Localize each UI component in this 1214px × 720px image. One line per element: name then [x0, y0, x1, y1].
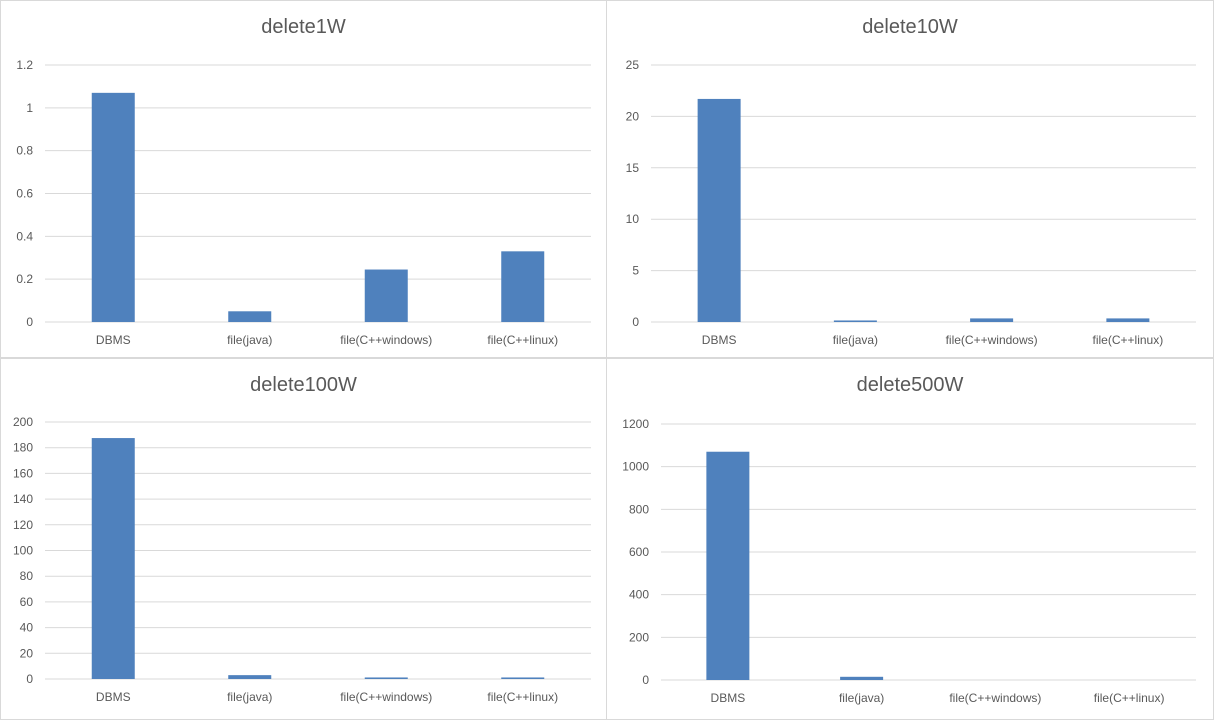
y-tick-label: 0 [26, 672, 33, 686]
x-tick-label: file(C++windows) [340, 333, 432, 347]
bar-dbms [706, 451, 750, 680]
y-tick-label: 140 [13, 492, 33, 506]
x-tick-label: file(C++windows) [946, 333, 1038, 347]
y-tick-label: 200 [629, 630, 649, 644]
bar-file-c-windows- [364, 269, 408, 322]
x-tick-label: file(C++linux) [1094, 691, 1165, 705]
y-tick-label: 0.8 [16, 144, 33, 158]
bar-file-java- [228, 675, 272, 679]
bar-file-c-linux- [501, 677, 545, 679]
x-tick-label: file(C++windows) [949, 691, 1041, 705]
bar-file-java- [833, 320, 877, 322]
bar-file-c-windows- [970, 318, 1014, 322]
y-tick-label: 0.4 [16, 229, 33, 243]
bar-file-c-linux- [1106, 318, 1150, 322]
x-tick-label: file(java) [839, 691, 884, 705]
y-tick-label: 600 [629, 545, 649, 559]
chart-title: delete100W [250, 374, 357, 396]
y-tick-label: 160 [13, 466, 33, 480]
bar-file-c-linux- [501, 251, 545, 322]
chart-panel-delete500w: delete500W 0 200 400 600 800 1000 1200 DBMS file… [606, 358, 1214, 720]
bar-chart-delete100w: 0 20 40 60 80 100 120 140 160 180 200 DBMS file(java… [13, 415, 591, 704]
x-tick-label: DBMS [702, 333, 737, 347]
chart-title: delete10W [862, 16, 958, 38]
chart-panel-delete100w: delete100W 0 20 40 60 80 100 120 140 160 180 200 DB… [0, 358, 607, 720]
bar-chart-delete10w: 0 5 10 15 20 25 DBMS file(java) file(C++windows)… [626, 58, 1196, 347]
y-tick-label: 0 [642, 673, 649, 687]
y-tick-label: 10 [626, 212, 640, 226]
y-tick-label: 80 [20, 569, 34, 583]
bar-file-java- [228, 311, 272, 322]
y-tick-label: 400 [629, 588, 649, 602]
x-tick-label: DBMS [96, 333, 131, 347]
chart-title: delete500W [856, 374, 964, 396]
y-tick-label: 15 [626, 161, 640, 175]
bar-file-c-windows- [364, 677, 408, 679]
x-tick-label: DBMS [96, 690, 131, 704]
y-tick-label: 25 [626, 58, 640, 72]
y-tick-label: 20 [20, 646, 34, 660]
x-tick-label: file(C++windows) [340, 690, 432, 704]
chart-title: delete1W [261, 16, 346, 38]
x-tick-label: file(java) [227, 690, 272, 704]
y-tick-label: 0.6 [16, 187, 33, 201]
bar-chart-delete1w: 0 0.2 0.4 0.6 0.8 1 1.2 DBMS file(java) file(C++w… [16, 58, 591, 347]
y-tick-label: 180 [13, 441, 33, 455]
bar-chart-delete500w: 0 200 400 600 800 1000 1200 DBMS file(java) file(… [622, 417, 1196, 705]
y-tick-label: 1000 [622, 460, 649, 474]
y-tick-label: 0 [632, 315, 639, 329]
y-tick-label: 20 [626, 109, 640, 123]
y-tick-label: 800 [629, 502, 649, 516]
x-tick-label: DBMS [711, 691, 746, 705]
y-tick-label: 60 [20, 595, 34, 609]
y-tick-label: 200 [13, 415, 33, 429]
chart-panel-delete10w: delete10W 0 5 10 15 20 25 DBMS file(java) file(C… [606, 0, 1214, 358]
y-tick-label: 0 [26, 315, 33, 329]
y-tick-label: 1.2 [16, 58, 33, 72]
x-tick-label: file(java) [227, 333, 272, 347]
x-tick-label: file(C++linux) [1093, 333, 1164, 347]
chart-panel-delete1w: delete1W 0 0.2 0.4 0.6 0.8 1 1.2 DBMS file(java)… [0, 0, 607, 358]
bar-dbms [697, 98, 741, 322]
bar-file-java- [840, 676, 884, 680]
y-tick-label: 120 [13, 518, 33, 532]
y-tick-label: 100 [13, 544, 33, 558]
x-tick-label: file(C++linux) [487, 690, 558, 704]
y-tick-label: 1200 [622, 417, 649, 431]
y-tick-label: 0.2 [16, 272, 33, 286]
x-tick-label: file(java) [833, 333, 878, 347]
y-tick-label: 40 [20, 621, 34, 635]
bar-dbms [91, 92, 135, 322]
y-tick-label: 1 [26, 101, 33, 115]
y-tick-label: 5 [632, 264, 639, 278]
x-tick-label: file(C++linux) [487, 333, 558, 347]
bar-dbms [91, 438, 135, 679]
